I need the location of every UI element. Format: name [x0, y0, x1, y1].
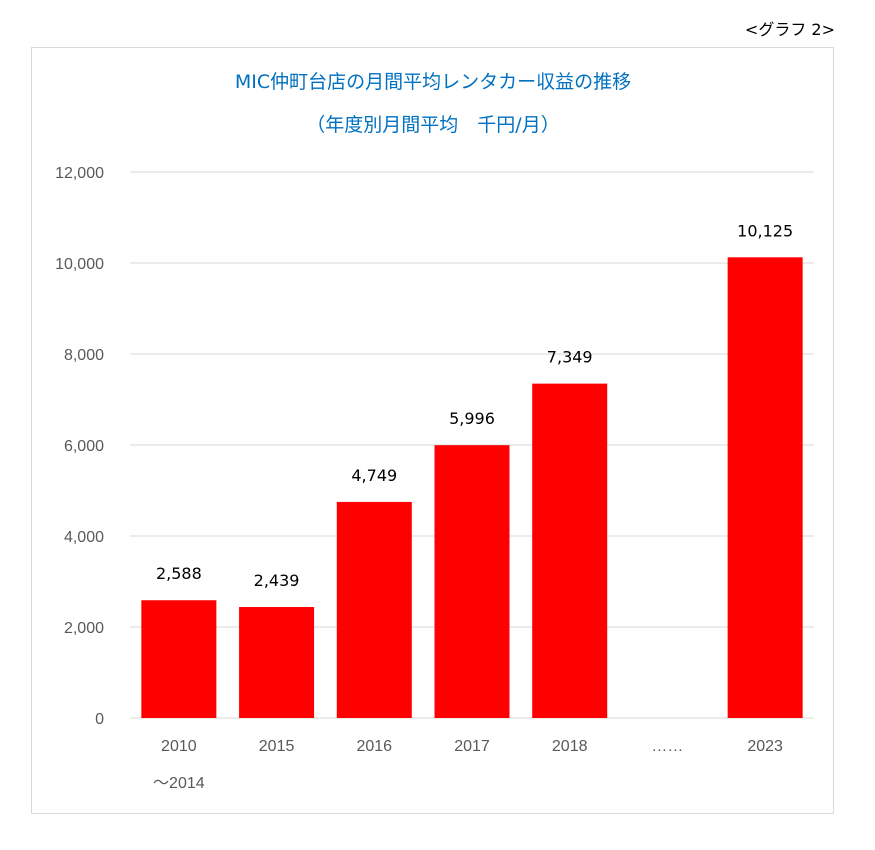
data-label: 4,749 [351, 466, 397, 485]
y-tick-label: 8,000 [64, 347, 104, 364]
x-tick-label: …… [651, 738, 683, 755]
x-axis-ticks: 2010 ～2014 2015 2016 2017 2018 …… 2023 [153, 738, 783, 792]
y-axis-ticks: 0 2,000 4,000 6,000 8,000 10,000 12,000 [55, 165, 104, 728]
data-label: 2,588 [156, 564, 202, 583]
y-tick-label: 0 [95, 711, 104, 728]
y-tick-label: 2,000 [64, 620, 104, 637]
x-tick-label: 2017 [454, 738, 490, 755]
chart-subtitle: （年度別月間平均 千円/月） [306, 114, 559, 136]
data-label: 5,996 [449, 409, 495, 428]
y-tick-label: 6,000 [64, 438, 104, 455]
data-label: 7,349 [547, 348, 593, 367]
bar [141, 600, 217, 718]
x-tick-label: 2023 [747, 738, 783, 755]
x-tick-label: 2010 [161, 738, 197, 755]
bar [336, 501, 412, 718]
bar [532, 383, 608, 718]
y-tick-label: 12,000 [55, 165, 104, 182]
graph-number-label: <グラフ 2> [744, 20, 835, 39]
x-tick-label: ～2014 [153, 775, 205, 792]
x-tick-label: 2018 [552, 738, 588, 755]
chart-title: MIC仲町台店の月間平均レンタカー収益の推移 [235, 71, 631, 93]
x-tick-label: 2016 [356, 738, 392, 755]
data-label: 10,125 [737, 221, 793, 240]
y-tick-label: 10,000 [55, 256, 104, 273]
bar [239, 607, 315, 718]
data-labels: 2,588 2,439 4,749 5,996 7,349 10,125 [156, 221, 793, 590]
y-tick-label: 4,000 [64, 529, 104, 546]
bar [727, 257, 803, 718]
bar [434, 445, 510, 718]
data-label: 2,439 [254, 571, 300, 590]
bars [141, 257, 803, 718]
x-tick-label: 2015 [259, 738, 295, 755]
